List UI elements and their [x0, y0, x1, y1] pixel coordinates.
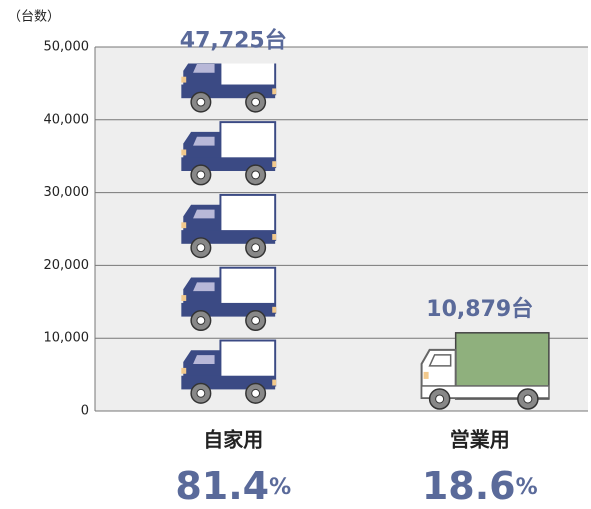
y-tick-label: 0: [81, 404, 89, 419]
x-tick-label: 営業用: [450, 428, 510, 452]
y-axis-label: （台数）: [8, 10, 60, 25]
y-tick-label: 20,000: [44, 258, 90, 273]
x-tick-label: 自家用: [203, 428, 263, 452]
value-label: 10,879台: [426, 296, 533, 322]
bar: [181, 63, 277, 404]
share-unit: %: [516, 475, 538, 500]
y-tick-label: 40,000: [44, 112, 90, 127]
share-value: 18.6: [422, 464, 516, 508]
bar: [420, 332, 550, 410]
share-label: 18.6%: [422, 464, 538, 508]
value-label: 47,725台: [180, 28, 287, 54]
share-unit: %: [269, 475, 291, 500]
share-label: 81.4%: [175, 464, 291, 508]
y-tick-label: 50,000: [44, 40, 90, 55]
y-tick-label: 30,000: [44, 185, 90, 200]
share-value: 81.4: [175, 464, 269, 508]
y-tick-label: 10,000: [44, 331, 90, 346]
